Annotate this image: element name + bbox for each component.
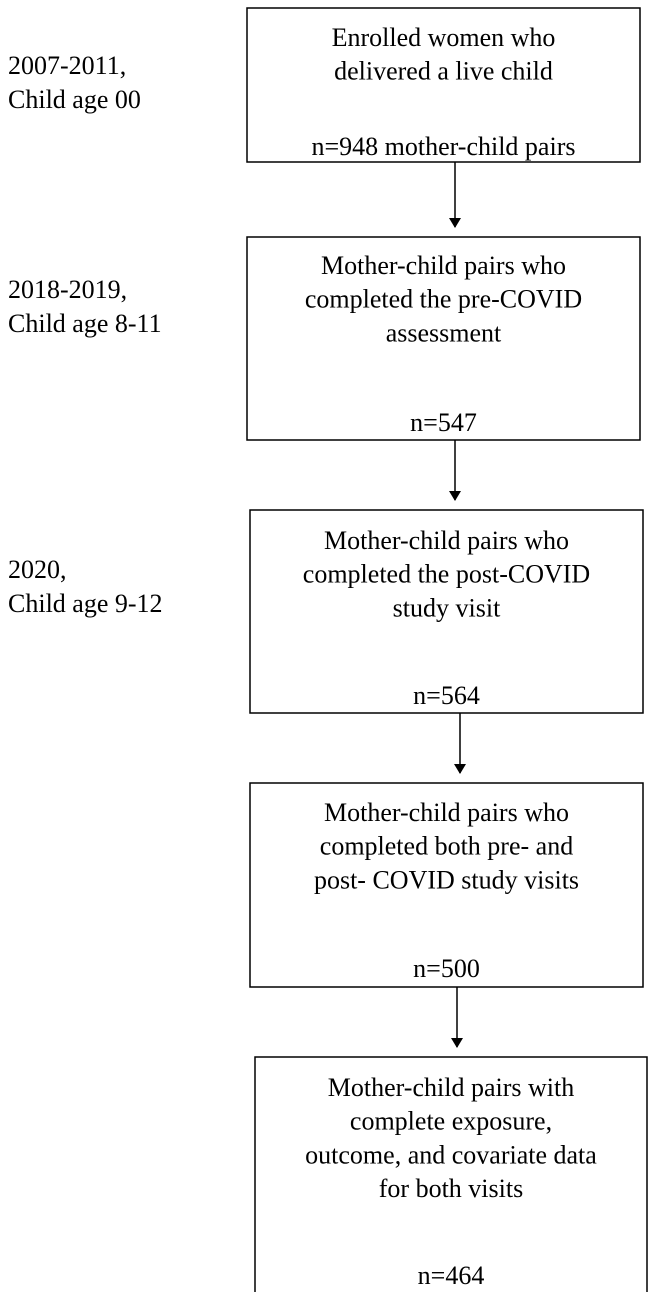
stage-text: assessment bbox=[386, 318, 502, 347]
period-label: Child age 00 bbox=[8, 85, 141, 114]
stage-count: n=948 mother-child pairs bbox=[312, 132, 576, 161]
stage-text: for both visits bbox=[379, 1174, 523, 1203]
stage-text: Mother-child pairs who bbox=[321, 251, 566, 280]
stage-text: study visit bbox=[393, 593, 501, 622]
stage-text: outcome, and covariate data bbox=[305, 1140, 597, 1169]
stage-text: completed the pre-COVID bbox=[305, 285, 582, 314]
stage-text: delivered a live child bbox=[334, 57, 553, 86]
period-label: Child age 9-12 bbox=[8, 589, 163, 618]
period-label: 2020, bbox=[8, 555, 67, 584]
stage-text: complete exposure, bbox=[350, 1107, 552, 1136]
stage-text: post- COVID study visits bbox=[314, 865, 579, 894]
period-label: 2007-2011, bbox=[8, 51, 126, 80]
stage-count: n=500 bbox=[413, 954, 480, 983]
period-label: Child age 8-11 bbox=[8, 309, 162, 338]
stage-text: completed the post-COVID bbox=[303, 560, 590, 589]
stage-text: Mother-child pairs who bbox=[324, 526, 569, 555]
stage-count: n=464 bbox=[418, 1261, 485, 1290]
stage-text: Mother-child pairs with bbox=[328, 1073, 574, 1102]
stage-box bbox=[249, 509, 644, 714]
stage-text: Enrolled women who bbox=[332, 23, 556, 52]
stage-box bbox=[249, 782, 644, 988]
stage-count: n=564 bbox=[413, 681, 480, 710]
stage-box bbox=[254, 1056, 648, 1292]
stage-text: completed both pre- and bbox=[320, 832, 573, 861]
stage-text: Mother-child pairs who bbox=[324, 798, 569, 827]
period-label: 2018-2019, bbox=[8, 275, 127, 304]
stage-box bbox=[246, 7, 641, 163]
stage-box bbox=[246, 236, 641, 441]
stage-count: n=547 bbox=[410, 408, 477, 437]
